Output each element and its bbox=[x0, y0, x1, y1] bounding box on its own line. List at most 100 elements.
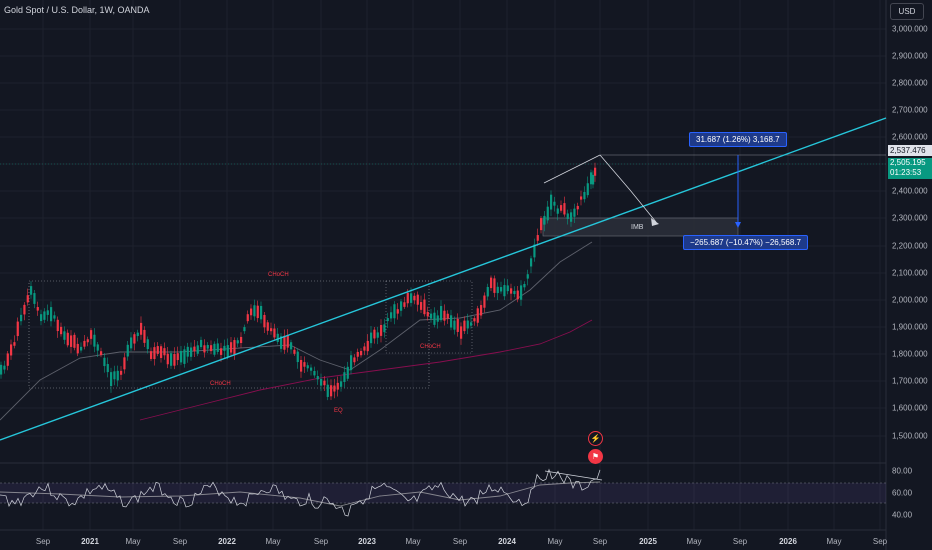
rsi-line bbox=[0, 468, 601, 517]
price-tick: 2,200.000 bbox=[892, 241, 928, 251]
time-tick: May bbox=[826, 537, 842, 546]
bar-countdown: 01:23:53 bbox=[890, 168, 922, 177]
price-tick: 2,300.000 bbox=[892, 213, 928, 223]
candle bbox=[553, 201, 556, 206]
candle bbox=[20, 314, 23, 322]
candle bbox=[290, 342, 293, 350]
candle bbox=[594, 167, 597, 176]
candle bbox=[413, 295, 416, 301]
measure-label-up[interactable]: 31.687 (1.26%) 3,168.7 bbox=[689, 132, 787, 147]
measure-label-down[interactable]: −265.687 (−10.47%) −26,568.7 bbox=[683, 235, 808, 250]
time-tick: 2023 bbox=[358, 537, 376, 546]
candle bbox=[516, 290, 519, 300]
candle bbox=[23, 304, 26, 315]
candle bbox=[356, 351, 359, 357]
candle bbox=[590, 172, 593, 185]
candle bbox=[3, 365, 6, 370]
candle bbox=[136, 332, 139, 337]
candle bbox=[523, 283, 526, 288]
time-tick: May bbox=[265, 537, 281, 546]
candle bbox=[13, 342, 16, 346]
symbol-title[interactable]: Gold Spot / U.S. Dollar, 1W, OANDA bbox=[4, 5, 150, 15]
candle bbox=[163, 348, 166, 356]
candle bbox=[370, 332, 373, 344]
candle bbox=[403, 302, 406, 307]
time-tick: Sep bbox=[452, 537, 468, 546]
rsi-ma bbox=[0, 481, 601, 507]
candle bbox=[36, 307, 39, 311]
candle bbox=[230, 342, 233, 353]
last-price: 2,505.195 bbox=[890, 158, 926, 167]
time-tick: May bbox=[686, 537, 702, 546]
candle bbox=[456, 318, 459, 332]
candle bbox=[173, 354, 176, 366]
candle bbox=[50, 307, 53, 322]
price-tick: 2,000.000 bbox=[892, 295, 928, 305]
candlestick-series bbox=[0, 162, 597, 401]
candle bbox=[120, 370, 123, 375]
candle bbox=[440, 306, 443, 321]
candle bbox=[63, 331, 66, 340]
candle bbox=[296, 351, 299, 363]
candle bbox=[556, 208, 559, 214]
candle bbox=[326, 384, 329, 397]
price-tick: 1,600.000 bbox=[892, 403, 928, 413]
price-tick: 3,000.000 bbox=[892, 24, 928, 34]
price-tick: 2,800.000 bbox=[892, 78, 928, 88]
flag-icon[interactable]: ⚑ bbox=[588, 449, 603, 464]
price-tag-last: 2,505.195 01:23:53 bbox=[888, 158, 932, 179]
candle bbox=[123, 357, 126, 370]
candle bbox=[520, 285, 523, 300]
rsi-tick: 60.00 bbox=[892, 488, 913, 498]
candle bbox=[183, 349, 186, 364]
currency-button[interactable]: USD bbox=[890, 3, 924, 20]
ma-long bbox=[139, 319, 593, 421]
time-tick: 2021 bbox=[81, 537, 99, 546]
candle bbox=[503, 285, 506, 297]
candle bbox=[46, 310, 49, 315]
candle bbox=[380, 325, 383, 336]
time-tick: May bbox=[547, 537, 563, 546]
candle bbox=[586, 183, 589, 196]
candle bbox=[533, 244, 536, 258]
price-tick: 2,700.000 bbox=[892, 105, 928, 115]
price-tick: 1,500.000 bbox=[892, 431, 928, 441]
candle bbox=[83, 340, 86, 347]
candle bbox=[386, 318, 389, 322]
candle bbox=[186, 346, 189, 357]
candle bbox=[583, 192, 586, 200]
candle bbox=[60, 326, 63, 335]
price-tick: 1,900.000 bbox=[892, 322, 928, 332]
projection-path bbox=[599, 154, 657, 223]
candle bbox=[26, 295, 29, 303]
candle bbox=[263, 314, 266, 328]
ma-short bbox=[0, 241, 593, 421]
candle bbox=[446, 313, 449, 319]
candle bbox=[303, 362, 306, 367]
candle bbox=[350, 355, 353, 371]
candle bbox=[510, 288, 513, 294]
candle bbox=[96, 344, 99, 351]
candle bbox=[33, 293, 36, 304]
candle bbox=[256, 305, 259, 319]
candle bbox=[366, 340, 369, 352]
candle bbox=[246, 314, 249, 322]
lightning-icon[interactable]: ⚡ bbox=[588, 431, 603, 446]
price-tag-line: 2,537.476 bbox=[888, 145, 932, 156]
candle bbox=[10, 344, 13, 356]
choch-label-left: CHoCH bbox=[210, 381, 231, 387]
candle bbox=[573, 208, 576, 217]
candle bbox=[206, 344, 209, 349]
price-tick: 1,800.000 bbox=[892, 349, 928, 359]
candle bbox=[110, 372, 113, 387]
candle bbox=[153, 347, 156, 360]
candle bbox=[150, 351, 153, 359]
candle bbox=[233, 340, 236, 355]
choch-label-right: CHoCH bbox=[420, 344, 441, 350]
eq-label: EQ bbox=[334, 408, 343, 414]
candle bbox=[530, 258, 533, 267]
candle bbox=[306, 365, 309, 369]
candle bbox=[410, 293, 413, 303]
choch-label-top: CHoCH bbox=[268, 272, 289, 278]
